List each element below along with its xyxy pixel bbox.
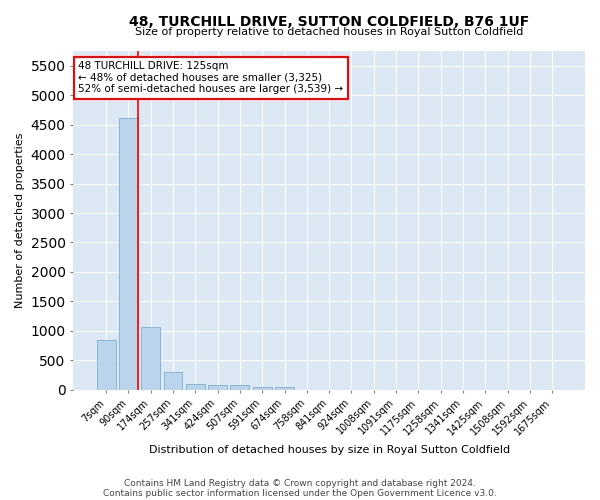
X-axis label: Distribution of detached houses by size in Royal Sutton Coldfield: Distribution of detached houses by size … — [149, 445, 510, 455]
Bar — [141, 328, 160, 390]
Bar — [164, 372, 182, 390]
Text: Size of property relative to detached houses in Royal Sutton Coldfield: Size of property relative to detached ho… — [135, 28, 523, 38]
Bar — [186, 384, 205, 390]
Bar — [253, 387, 272, 390]
Bar — [275, 387, 294, 390]
Text: Contains public sector information licensed under the Open Government Licence v3: Contains public sector information licen… — [103, 488, 497, 498]
Bar — [230, 385, 250, 390]
Bar — [119, 118, 138, 390]
Text: Contains HM Land Registry data © Crown copyright and database right 2024.: Contains HM Land Registry data © Crown c… — [124, 478, 476, 488]
Title: 48, TURCHILL DRIVE, SUTTON COLDFIELD, B76 1UF: 48, TURCHILL DRIVE, SUTTON COLDFIELD, B7… — [129, 15, 529, 29]
Bar — [208, 385, 227, 390]
Text: 48 TURCHILL DRIVE: 125sqm
← 48% of detached houses are smaller (3,325)
52% of se: 48 TURCHILL DRIVE: 125sqm ← 48% of detac… — [79, 61, 344, 94]
Bar — [97, 340, 116, 390]
Y-axis label: Number of detached properties: Number of detached properties — [15, 132, 25, 308]
